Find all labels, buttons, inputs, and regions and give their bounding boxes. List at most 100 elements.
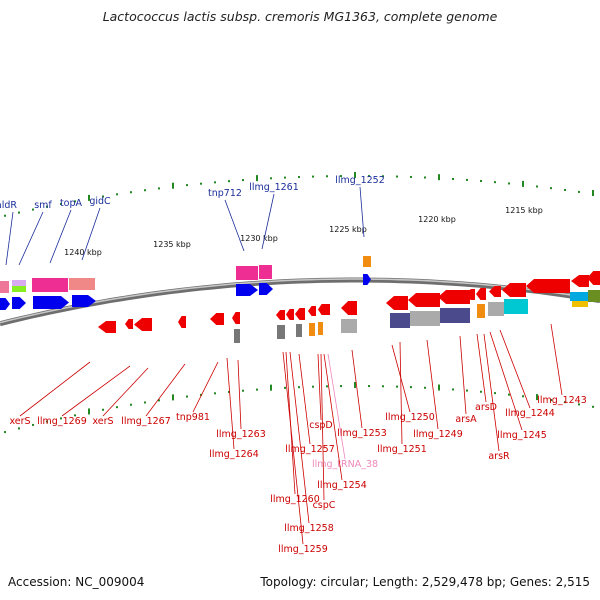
outer-tick-mark xyxy=(340,175,342,178)
label-leader-line xyxy=(5,211,14,266)
inner-tick-mark xyxy=(466,389,468,392)
outer-tick-mark xyxy=(466,178,468,181)
inner-tick-mark xyxy=(494,392,496,395)
inner-tick-mark xyxy=(508,393,510,396)
reverse-gene-arrow xyxy=(210,313,224,325)
outer-tick-mark xyxy=(438,174,440,181)
inner-tick-mark xyxy=(326,385,328,388)
label-leader-line xyxy=(550,323,563,396)
inner-tick-mark xyxy=(32,423,34,426)
gene-label-bottom: llmg_1269 xyxy=(37,416,87,427)
outer-tick-mark xyxy=(88,194,90,201)
inner-tick-mark xyxy=(382,385,384,388)
outer-tick-mark xyxy=(46,205,48,208)
inner-tick-mark xyxy=(116,406,118,409)
outer-tick-mark xyxy=(452,177,454,180)
outer-tick-mark xyxy=(564,188,566,191)
gene-label-bottom: llmg_1251 xyxy=(377,444,427,455)
forward-gene-arrow xyxy=(12,297,26,309)
label-leader-line xyxy=(19,361,91,417)
outer-tick-mark xyxy=(480,179,482,182)
kbp-tick-label: 1235 kbp xyxy=(153,240,191,249)
label-leader-line xyxy=(323,353,343,481)
inner-tick-mark xyxy=(312,385,314,388)
feature-box xyxy=(477,304,485,318)
inner-tick-mark xyxy=(200,393,202,396)
inner-tick-mark xyxy=(592,405,594,408)
outer-tick-mark xyxy=(536,185,538,188)
outer-tick-mark xyxy=(410,175,412,178)
kbp-tick-label: 1225 kbp xyxy=(329,225,367,234)
feature-box xyxy=(410,311,440,326)
label-leader-line xyxy=(399,341,403,445)
topology-text: Topology: circular; Length: 2,529,478 bp… xyxy=(260,575,590,589)
gene-label-top: llmg_1261 xyxy=(249,182,299,193)
inner-tick-mark xyxy=(340,385,342,388)
inner-tick-mark xyxy=(60,417,62,420)
label-leader-line xyxy=(489,331,523,431)
reverse-gene-arrow xyxy=(98,321,116,333)
reverse-gene-arrow xyxy=(134,318,152,331)
label-leader-line xyxy=(81,207,101,261)
outer-tick-mark xyxy=(382,175,384,178)
inner-tick-mark xyxy=(144,401,146,404)
inner-tick-mark xyxy=(4,431,6,434)
outer-tick-mark xyxy=(60,202,62,205)
label-leader-line xyxy=(102,367,149,417)
reverse-gene-arrow xyxy=(178,316,186,328)
gene-label-bottom: llmg_1250 xyxy=(385,412,435,423)
inner-tick-mark xyxy=(228,390,230,393)
gene-label-bottom: xerS xyxy=(9,416,30,427)
feature-box xyxy=(277,325,285,339)
gene-label-top: smf xyxy=(34,200,52,211)
label-leader-line xyxy=(351,349,363,429)
outer-tick-mark xyxy=(214,181,216,184)
feature-box xyxy=(570,292,588,301)
reverse-gene-arrow xyxy=(341,301,357,315)
gene-label-top: tnp712 xyxy=(208,188,242,199)
kbp-tick-label: 1220 kbp xyxy=(418,215,456,224)
inner-tick-mark xyxy=(284,386,286,389)
feature-box xyxy=(390,313,410,328)
inner-tick-mark xyxy=(46,420,48,423)
gene-label-bottom: llmg_1264 xyxy=(209,449,259,460)
gene-label-bottom: tnp981 xyxy=(176,412,210,423)
reverse-gene-arrow xyxy=(276,310,285,320)
reverse-gene-arrow xyxy=(308,306,316,316)
outer-tick-mark xyxy=(550,187,552,190)
inner-tick-mark xyxy=(172,394,174,401)
inner-tick-mark xyxy=(242,389,244,392)
outer-tick-mark xyxy=(368,175,370,178)
gene-label-bottom: arsR xyxy=(488,451,510,462)
inner-tick-mark xyxy=(186,395,188,398)
inner-tick-mark xyxy=(214,392,216,395)
outer-tick-mark xyxy=(242,179,244,182)
reverse-gene-arrow xyxy=(489,286,501,297)
outer-tick-mark xyxy=(256,175,258,182)
inner-tick-mark xyxy=(130,403,132,406)
reverse-gene-arrow xyxy=(502,283,526,297)
forward-gene-arrow xyxy=(0,298,10,310)
label-leader-line xyxy=(459,335,467,415)
inner-tick-mark xyxy=(536,394,538,401)
feature-box xyxy=(0,281,9,293)
label-leader-line xyxy=(18,211,44,266)
gene-label-bottom: llmg_1259 xyxy=(278,544,328,555)
label-leader-line xyxy=(192,361,219,413)
forward-gene-arrow xyxy=(33,296,69,309)
outer-tick-mark xyxy=(284,176,286,179)
label-leader-line xyxy=(298,353,311,445)
label-leader-line xyxy=(289,351,310,524)
outer-tick-mark xyxy=(74,200,76,203)
label-leader-line xyxy=(320,353,325,501)
inner-tick-mark xyxy=(480,390,482,393)
gene-label-top: gidC xyxy=(89,196,111,207)
outer-tick-mark xyxy=(270,177,272,180)
feature-box xyxy=(488,302,504,316)
inner-tick-mark xyxy=(424,386,426,389)
label-leader-line xyxy=(224,199,245,252)
outer-tick-mark xyxy=(144,189,146,192)
label-leader-line xyxy=(145,363,186,417)
inner-tick-mark xyxy=(396,385,398,388)
